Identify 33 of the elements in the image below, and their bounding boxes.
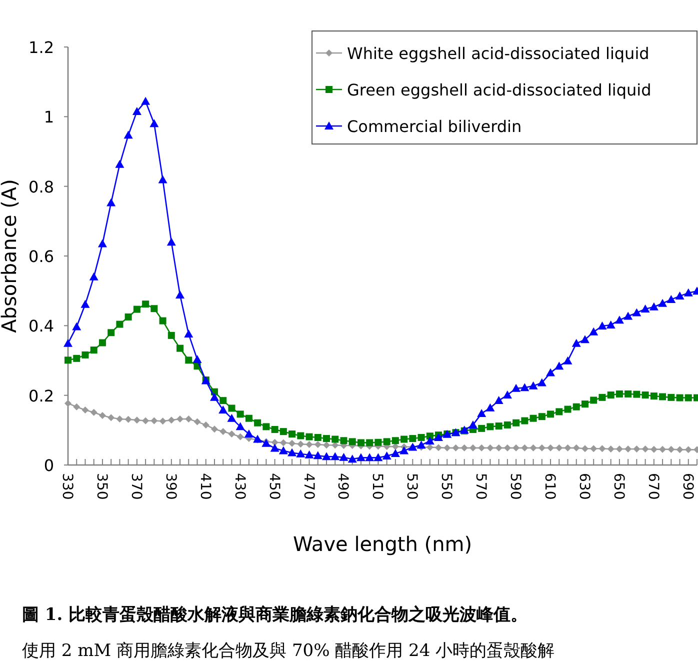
y-tick-label: 0.6 xyxy=(28,247,54,266)
x-tick-label: 490 xyxy=(334,473,351,500)
x-tick-label: 330 xyxy=(59,473,75,500)
legend-label: White eggshell acid-dissociated liquid xyxy=(347,44,650,63)
x-tick-label: 510 xyxy=(369,473,386,500)
x-tick-label: 350 xyxy=(93,473,110,500)
x-tick-label: 590 xyxy=(507,473,524,500)
x-tick-label: 670 xyxy=(644,473,661,500)
x-tick-label: 430 xyxy=(231,473,248,500)
y-tick-label: 0 xyxy=(44,456,54,475)
caption: 圖 1. 比較青蛋殼醋酸水解液與商業膽綠素鈉化合物之吸光波峰值。 xyxy=(22,605,528,625)
legend-label: Commercial biliverdin xyxy=(347,117,522,136)
y-tick-label: 0.2 xyxy=(28,386,54,406)
x-tick-label: 610 xyxy=(542,473,558,500)
y-tick-label: 1 xyxy=(44,108,54,127)
x-tick-label: 470 xyxy=(300,473,316,500)
x-tick-label: 530 xyxy=(404,473,420,500)
x-tick-label: 650 xyxy=(610,473,626,500)
x-tick-label: 630 xyxy=(576,473,592,500)
x-tick-label: 550 xyxy=(438,473,454,500)
legend-label: Green eggshell acid-dissociated liquid xyxy=(347,80,652,100)
x-tick-label: 570 xyxy=(472,473,489,500)
x-tick-label: 370 xyxy=(128,473,144,500)
x-tick-label: 410 xyxy=(196,473,213,500)
y-tick-label: 0.8 xyxy=(28,177,54,196)
y-axis-title: Absorbance (A) xyxy=(0,179,21,333)
x-axis-title: Wave length (nm) xyxy=(292,532,472,556)
y-tick-label: 0.4 xyxy=(28,316,54,336)
x-tick-label: 390 xyxy=(162,473,178,500)
x-tick-label: 450 xyxy=(266,473,282,500)
y-tick-label: 1.2 xyxy=(28,38,54,57)
text: 使用 2 mM 商用膽綠素化合物及與 70% 醋酸作用 24 小時的蛋殼酸解 xyxy=(22,641,555,661)
x-tick-label: 690 xyxy=(679,473,696,500)
